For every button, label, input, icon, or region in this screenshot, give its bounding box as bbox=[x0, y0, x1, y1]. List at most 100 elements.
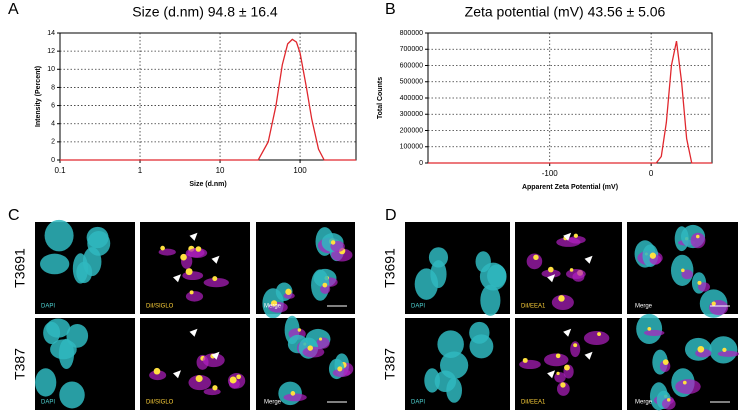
stain bbox=[583, 331, 610, 346]
arrowhead bbox=[584, 255, 593, 264]
x-tick-label: 1 bbox=[138, 166, 143, 175]
puncta bbox=[722, 347, 727, 353]
puncta bbox=[649, 252, 657, 259]
y-tick-label: 6 bbox=[51, 102, 55, 109]
puncta bbox=[180, 253, 187, 261]
stain bbox=[283, 292, 295, 299]
channel-label: DAPI bbox=[411, 400, 425, 406]
channel-label: DiI/SIGLO bbox=[146, 304, 174, 310]
puncta bbox=[666, 398, 671, 402]
stain bbox=[185, 291, 204, 302]
nucleus bbox=[480, 284, 501, 316]
arrowhead bbox=[211, 255, 220, 264]
puncta bbox=[697, 280, 702, 285]
channel-label: DiI/EEA1 bbox=[521, 304, 546, 310]
channel-label: Merge bbox=[264, 304, 282, 310]
puncta bbox=[573, 343, 578, 348]
stain bbox=[709, 300, 729, 316]
y-tick-label: 500000 bbox=[400, 79, 423, 86]
puncta bbox=[189, 290, 194, 295]
y-tick-label: 2 bbox=[51, 139, 55, 146]
arrowhead bbox=[563, 328, 572, 337]
row-label: T387 bbox=[12, 348, 28, 380]
puncta bbox=[195, 246, 202, 252]
nucleus bbox=[40, 253, 70, 275]
y-tick-label: 600000 bbox=[400, 62, 423, 69]
stain bbox=[188, 375, 212, 391]
puncta bbox=[297, 328, 302, 332]
nucleus bbox=[487, 264, 507, 288]
channel-label: DiI/SIGLO bbox=[146, 400, 174, 406]
data-line bbox=[428, 40, 712, 164]
stain bbox=[202, 353, 225, 368]
chart-title: Size (d.nm) 94.8 ± 16.4 bbox=[132, 4, 278, 20]
nucleus bbox=[58, 338, 75, 370]
nucleus bbox=[278, 381, 302, 406]
puncta bbox=[337, 366, 343, 372]
puncta bbox=[547, 266, 554, 273]
stain bbox=[283, 393, 307, 402]
stain bbox=[554, 372, 566, 383]
plot-frame bbox=[59, 32, 357, 161]
panel-letter: D bbox=[385, 207, 397, 224]
stain bbox=[661, 398, 676, 410]
y-tick-label: 800000 bbox=[400, 30, 423, 37]
stain bbox=[203, 277, 229, 288]
stain bbox=[551, 294, 574, 311]
x-tick-label: 100 bbox=[293, 166, 307, 175]
stain bbox=[543, 353, 569, 367]
stain bbox=[717, 350, 740, 357]
y-tick-label: 400000 bbox=[400, 95, 423, 102]
puncta bbox=[560, 382, 566, 388]
channel-label: Merge bbox=[264, 400, 282, 406]
puncta bbox=[682, 380, 687, 385]
puncta bbox=[319, 337, 323, 341]
panel-letter: C bbox=[8, 207, 20, 224]
arrowhead bbox=[173, 370, 181, 379]
arrowhead bbox=[189, 328, 198, 337]
y-tick-label: 700000 bbox=[400, 46, 423, 53]
nucleus bbox=[59, 381, 85, 409]
y-tick-label: 4 bbox=[51, 121, 55, 128]
x-tick-label: 0 bbox=[649, 169, 654, 178]
puncta bbox=[697, 345, 705, 353]
stain bbox=[675, 379, 701, 395]
y-tick-label: 8 bbox=[51, 84, 55, 91]
puncta bbox=[695, 234, 700, 239]
puncta bbox=[212, 276, 218, 282]
panel-letter: A bbox=[8, 1, 19, 18]
arrowhead bbox=[584, 351, 593, 360]
puncta bbox=[290, 391, 296, 396]
stain bbox=[182, 271, 204, 281]
puncta bbox=[160, 245, 165, 251]
arrowhead bbox=[173, 274, 181, 283]
puncta bbox=[195, 375, 203, 383]
puncta bbox=[229, 376, 237, 384]
y-tick-label: 200000 bbox=[400, 127, 423, 134]
puncta bbox=[662, 359, 669, 366]
puncta bbox=[185, 268, 193, 276]
y-tick-label: 14 bbox=[47, 30, 55, 37]
nucleus bbox=[430, 260, 447, 289]
nucleus bbox=[43, 321, 61, 345]
stain bbox=[316, 337, 330, 349]
x-tick-label: 10 bbox=[216, 166, 225, 175]
data-line bbox=[60, 38, 356, 161]
channel-label: DAPI bbox=[41, 400, 55, 406]
stain bbox=[332, 368, 351, 378]
arrowhead bbox=[211, 351, 220, 360]
stain bbox=[149, 370, 167, 381]
stain bbox=[690, 232, 706, 249]
puncta bbox=[153, 367, 161, 375]
nucleus bbox=[87, 230, 111, 256]
channel-label: DAPI bbox=[41, 304, 55, 310]
nucleus bbox=[446, 377, 462, 403]
nucleus bbox=[469, 321, 490, 344]
stain bbox=[541, 269, 561, 278]
x-axis-label: Apparent Zeta Potential (mV) bbox=[522, 184, 618, 191]
y-tick-label: 100000 bbox=[400, 144, 423, 151]
nucleus bbox=[35, 368, 57, 397]
nucleus bbox=[66, 323, 89, 348]
nucleus bbox=[424, 368, 440, 393]
stain bbox=[187, 247, 208, 259]
